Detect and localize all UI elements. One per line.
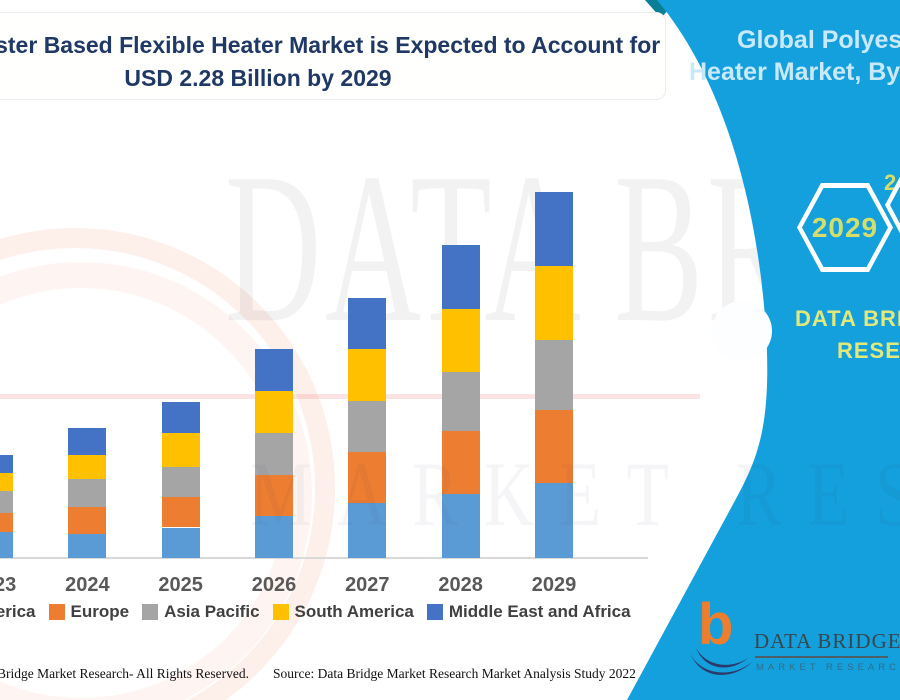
legend-swatch-icon [142, 604, 159, 620]
legend-item-south-america: South America [272, 602, 414, 622]
watermark-research-text: MARKET RESEARCH [250, 443, 900, 545]
chart-legend: North America Europe Asia Pacific South Ame… [0, 602, 631, 622]
hexagon-year-label: 2029 [811, 211, 879, 243]
legend-swatch-icon [48, 604, 65, 620]
x-axis-label-2028: 2028 [438, 574, 483, 596]
legend-label: Europe [70, 602, 130, 621]
logo-name-text: DATA BRIDGE [754, 629, 900, 653]
legend-swatch-icon [426, 604, 443, 620]
legend-label: South America [294, 602, 414, 621]
panel-heading-line1: Global Polyester [737, 26, 900, 54]
legend-item-middle-east-and-africa: Middle East and Africa [426, 602, 631, 622]
legend-item-europe: Europe [48, 602, 130, 622]
legend-item-north-america: North America [0, 602, 36, 622]
chart-title-line2: USD 2.28 Billion by 2029 [124, 65, 392, 91]
legend-label: North America [0, 602, 36, 621]
footer-source-text: Source: Data Bridge Market Research Mark… [273, 666, 636, 681]
panel-heading-line2: Heater Market, By Region [689, 58, 900, 86]
watermark-red-line [0, 394, 700, 399]
panel-brand-line2: RESEARCH [837, 338, 900, 363]
logo-swoosh-icon [689, 648, 752, 675]
footer-rights-text: Bridge Market Research- All Rights Reser… [0, 666, 249, 681]
legend-swatch-icon [272, 604, 289, 620]
hexagon-2029-inner: 2029 [802, 188, 888, 267]
panel-circle-accent [712, 301, 772, 361]
logo-sub-text: MARKET RESEARCH [756, 662, 900, 673]
x-axis-label-2029: 2029 [531, 574, 577, 596]
databridge-logo: b DATA BRIDGE MARKET RESEARCH [680, 596, 900, 698]
x-axis-label-2027: 2027 [345, 574, 390, 596]
legend-label: Middle East and Africa [448, 602, 631, 621]
logo-underline [755, 656, 888, 658]
legend-item-asia-pacific: Asia Pacific [142, 602, 260, 622]
panel-brand-line1: DATA BRIDGE [795, 306, 900, 331]
title-card: Global Polyester Based Flexible Heater M… [0, 12, 666, 100]
legend-label: Asia Pacific [164, 602, 260, 621]
chart-title-line1: Global Polyester Based Flexible Heater M… [0, 32, 661, 58]
bar-segment-2028-asia-pacific [441, 371, 480, 432]
